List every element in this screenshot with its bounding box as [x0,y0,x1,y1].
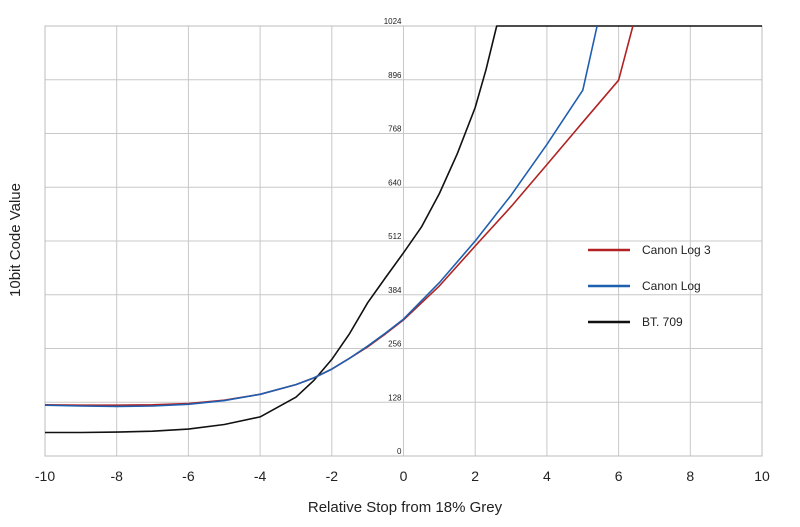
x-tick-label: 6 [615,468,623,484]
x-tick-label: -2 [326,468,339,484]
legend-label: BT. 709 [642,315,683,329]
x-tick-label: 4 [543,468,551,484]
plot-grid [44,25,763,457]
x-tick-label: 10 [754,468,770,484]
series-line-bt-709 [45,25,762,434]
y-tick-label: 256 [388,340,402,349]
legend: Canon Log 3 Canon Log BT. 709 [588,243,711,329]
legend-label: Canon Log 3 [642,243,711,257]
legend-label: Canon Log [642,279,701,293]
y-tick-label: 640 [388,178,402,187]
x-tick-label: -4 [254,468,267,484]
y-axis-title: 10bit Code Value [7,183,24,297]
x-axis-ticks: -10 -8 -6 -4 -2 0 2 4 6 8 10 [35,468,770,484]
x-tick-label: 0 [400,468,408,484]
y-tick-label: 512 [388,232,402,241]
y-tick-label: 768 [388,125,402,134]
y-tick-label: 0 [397,447,402,456]
y-tick-label: 128 [388,393,402,402]
x-tick-label: 2 [471,468,479,484]
x-tick-label: 8 [686,468,694,484]
y-tick-label: 384 [388,286,402,295]
series-line-canon-log [45,25,598,408]
y-axis-ticks: 0 128 256 384 512 640 768 896 1024 [384,17,402,456]
x-tick-label: -6 [182,468,195,484]
y-tick-label: 896 [388,71,402,80]
x-axis-title: Relative Stop from 18% Grey [308,499,503,516]
x-tick-label: -8 [110,468,123,484]
series-lines [45,25,762,434]
plot-frame [44,25,763,457]
y-tick-label: 1024 [384,17,402,26]
x-tick-label: -10 [35,468,55,484]
